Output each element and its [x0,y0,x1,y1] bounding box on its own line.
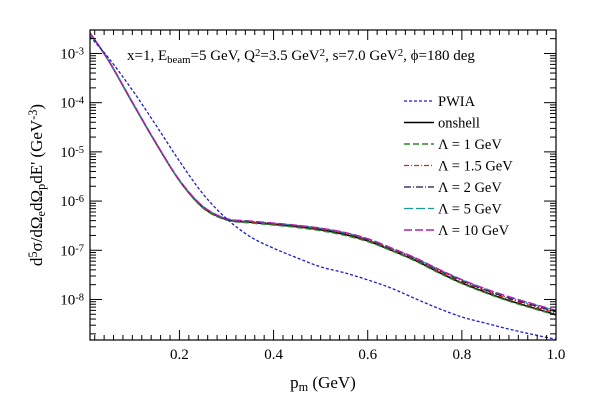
series-layer [90,32,556,340]
y-tick-base: 10 [60,145,75,161]
label-part: dE' (GeV [27,119,46,184]
label-part: σ/dΩ [27,216,46,251]
y-tick-base: 10 [60,292,75,308]
label-part: (GeV) [308,373,356,392]
label-part: 2 [255,47,260,59]
label-part: e [34,211,48,216]
legend-label-l1: Λ = 1 GeV [438,137,502,153]
legend-label-pwia: PWIA [438,94,476,110]
y-tick-exponent: -3 [75,46,84,57]
legend-label-l2: Λ = 2 GeV [438,180,502,196]
legend-label-l10: Λ = 10 GeV [438,223,510,239]
label-part: p [290,373,299,392]
y-tick-exponent: -8 [75,292,84,303]
label-part: beam [167,54,191,66]
y-tick-label: 10-5 [60,144,84,160]
y-axis-label: d5σ/dΩedΩpdE' (GeV-3) [26,104,48,266]
series-line-pwia [90,36,556,340]
label-part: =180 deg [419,48,476,64]
axis-ticks [90,29,557,340]
label-part: m [299,380,309,394]
y-tick-exponent: -4 [75,95,84,106]
y-tick-exponent: -7 [75,243,84,254]
y-tick-base: 10 [60,46,75,62]
label-part: p [34,184,48,190]
x-tick-label: 0.2 [170,347,189,363]
y-tick-base: 10 [60,194,75,210]
series-line-l10 [90,32,556,312]
legend-label-l15: Λ = 1.5 GeV [438,159,513,175]
legend: PWIA onshell Λ = 1 GeV Λ = 1.5 GeV Λ = 2 GeV… [404,94,513,239]
label-part: -3 [26,110,40,120]
x-tick-label: 1.0 [547,347,566,363]
x-tick-label: 0.6 [358,347,377,363]
label-part: ϕ [411,48,419,64]
legend-label-l5: Λ = 5 GeV [438,202,502,218]
y-tick-label: 10-6 [60,194,84,210]
x-tick-label: 0.8 [452,347,471,363]
y-tick-label: 10-4 [60,95,84,111]
label-part: d [27,257,46,266]
chart-annotation: x=1, Ebeam=5 GeV, Q2=3.5 GeV2, s=7.0 GeV… [127,47,475,66]
series-line-l1 [90,32,556,316]
x-axis-label: pm (GeV) [290,373,356,394]
plot-frame [89,29,557,341]
y-tick-label: 10-8 [60,292,84,308]
x-tick-label: 0.4 [264,347,283,363]
label-part: ) [27,104,46,110]
y-tick-exponent: -5 [75,144,84,155]
label-part: 2 [398,47,403,59]
legend-label-onshell: onshell [438,116,480,132]
label-part: =5 GeV, Q [191,48,256,64]
label-part: , s=7.0 GeV [325,48,398,64]
label-part: , [403,48,411,64]
y-tick-label: 10-3 [60,46,84,62]
y-tick-base: 10 [60,243,75,259]
label-part: 5 [26,251,40,257]
label-part: x=1, E [127,48,167,64]
y-tick-base: 10 [60,96,75,112]
label-part: =3.5 GeV [260,48,319,64]
y-tick-label: 10-7 [60,243,84,259]
label-part: 2 [320,47,325,59]
tick-labels: 0.2 0.4 0.6 0.8 1.010-310-410-510-610-710-8 [60,46,565,363]
label-part: dΩ [27,190,46,211]
y-tick-exponent: -6 [75,194,84,205]
